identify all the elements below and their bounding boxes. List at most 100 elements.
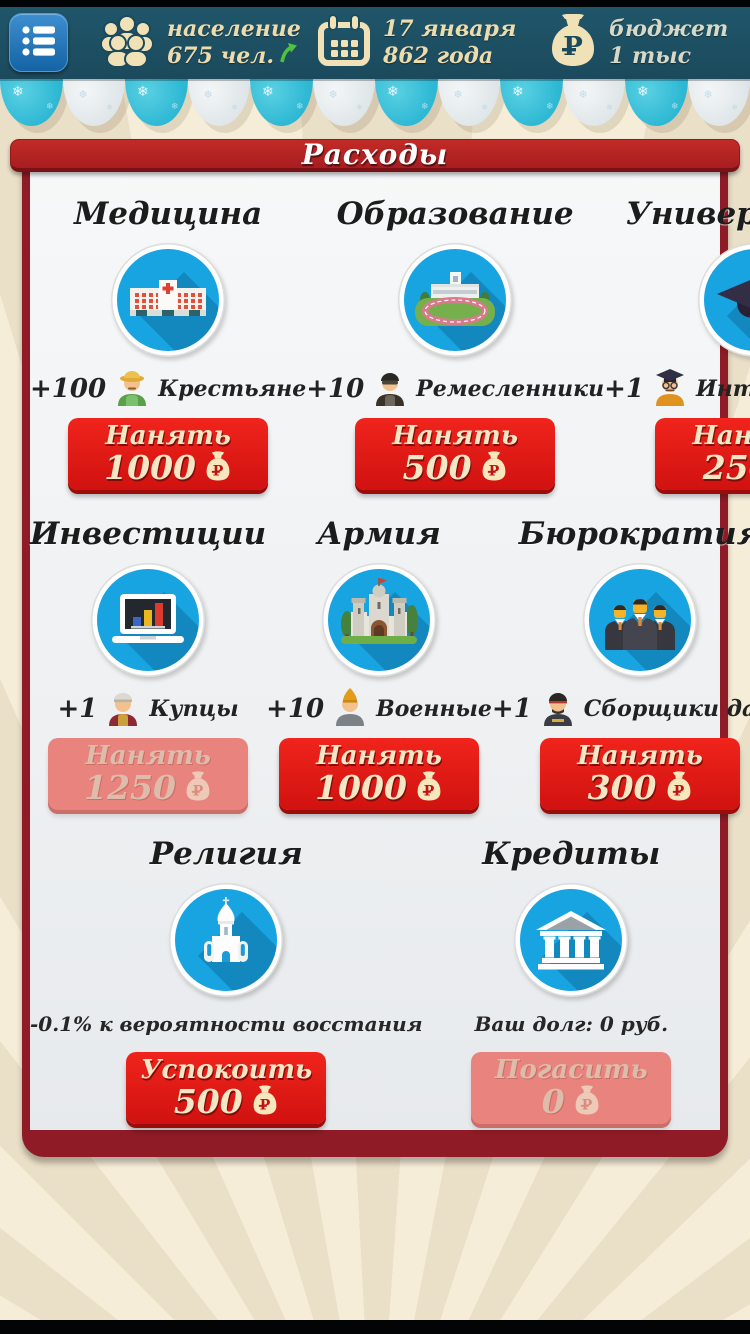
unit-line: +100 Крестьяне [30,370,306,408]
merchant-avatar-icon [104,688,142,730]
awning-decoration [0,79,750,141]
awning-scallop [375,79,438,126]
awning-scallop [62,79,125,126]
population-stat: население 675 чел. [98,7,301,79]
soldier-avatar-icon [331,688,369,730]
card-education: Образование [306,196,604,490]
button-action: Нанять [692,421,750,451]
unit-line: +10 Ремесленники [306,370,604,408]
svg-text:P: P [563,32,583,62]
card-university: Университет +1 [604,196,750,490]
hire-bureaucracy-button[interactable]: Нанять 300 P [540,738,741,810]
date-stat: 17 января 862 года [316,7,516,79]
unit-name: Интеллигенты [695,376,750,402]
button-action: Нанять [316,741,442,771]
status-bar: население 675 чел. [0,7,750,79]
card-investments: Инвестиции +1 [30,516,266,810]
budget-value: 1 тыс [609,43,692,69]
card-bureaucracy: Бюрократия [492,516,750,810]
cost-money-bag-icon: P [480,450,508,486]
card-title: Инвестиции [30,516,267,552]
repay-credit-button[interactable]: Погасить 0 P [471,1052,672,1124]
card-title: Медицина [73,196,263,232]
population-label: население [167,16,301,42]
hire-university-button[interactable]: Нанять 250 P [655,418,750,490]
card-religion: Религия [30,836,423,1124]
intellectual-avatar-icon [651,368,689,410]
card-title: Кредиты [482,836,661,872]
card-title: Армия [317,516,441,552]
expenses-panel: Медицина [30,152,750,1130]
cost-money-bag-icon: P [251,1084,279,1120]
hospital-icon [111,243,226,357]
unit-line: +10 Военные [266,688,492,730]
panel-header: Расходы [10,137,740,172]
money-bag-icon: P [548,13,598,72]
date-line2: 862 года [383,43,494,69]
card-title: Образование [336,196,574,232]
budget-stat: P бюджет 1 тыс [548,7,728,79]
card-title: Религия [149,836,303,872]
menu-button[interactable] [9,13,68,72]
awning-scallop [312,79,375,126]
budget-label: бюджет [609,16,729,42]
button-action: Нанять [392,421,518,451]
button-cost: 250 [702,448,750,487]
hire-medicine-button[interactable]: Нанять 1000 P [68,418,269,490]
unit-bonus: +1 [57,694,98,724]
peasant-avatar-icon [113,368,151,410]
calm-religion-button[interactable]: Успокоить 500 P [126,1052,327,1124]
tax-collector-avatar-icon [539,688,577,730]
cost-money-bag-icon: P [665,770,693,806]
unit-bonus: +10 [306,374,365,404]
unit-line: +1 Купцы [58,690,239,728]
stadium-icon [398,243,513,357]
unit-line: +1 Сборщики дани [492,690,750,728]
card-title: Университет [625,196,750,232]
button-cost: 1250 [84,768,176,807]
card-medicine: Медицина [30,196,306,490]
button-cost: 1000 [104,448,197,487]
top-black-strip [0,0,750,7]
cost-money-bag-icon: P [184,770,212,806]
row-3: Религия [30,836,720,1124]
unit-bonus: +1 [491,694,532,724]
unit-name: Сборщики дани [583,696,750,722]
calendar-icon [316,13,372,73]
row-1: Медицина [30,196,750,490]
button-cost: 500 [173,1082,243,1121]
hire-education-button[interactable]: Нанять 500 P [355,418,556,490]
unit-bonus: +100 [30,374,107,404]
button-cost: 0 [541,1082,565,1121]
panel-title: Расходы [301,137,449,171]
religion-effect-text: -0.1% к вероятности восстания [30,1012,423,1036]
button-action: Погасить [494,1055,648,1085]
button-action: Нанять [577,741,703,771]
debt-status-text: Ваш долг: 0 руб. [474,1012,669,1036]
button-cost: 500 [402,448,472,487]
date-line1: 17 января [383,16,517,42]
population-up-arrow-icon [279,43,298,70]
unit-bonus: +10 [266,694,325,724]
unit-line: +1 Интеллигенты [604,368,750,410]
awning-scallop [625,79,688,126]
awning-scallop [500,79,563,126]
castle-icon [322,563,437,677]
officials-icon [583,563,698,677]
awning-scallop [0,79,63,126]
bank-icon [514,883,629,997]
unit-name: Военные [376,696,492,722]
hire-army-button[interactable]: Нанять 1000 P [279,738,480,810]
awning-scallop [250,79,313,126]
cost-money-bag-icon: P [204,450,232,486]
awning-scallop [687,79,750,126]
unit-name: Ремесленники [416,376,605,402]
row-2: Инвестиции +1 [30,516,750,810]
unit-name: Купцы [149,696,239,722]
graduation-cap-icon [698,243,750,357]
hire-investments-button[interactable]: Нанять 1250 P [48,738,249,810]
button-cost: 1000 [315,768,407,807]
card-army: Армия [266,516,492,810]
menu-list-icon [21,24,57,62]
unit-name: Крестьяне [158,376,307,402]
